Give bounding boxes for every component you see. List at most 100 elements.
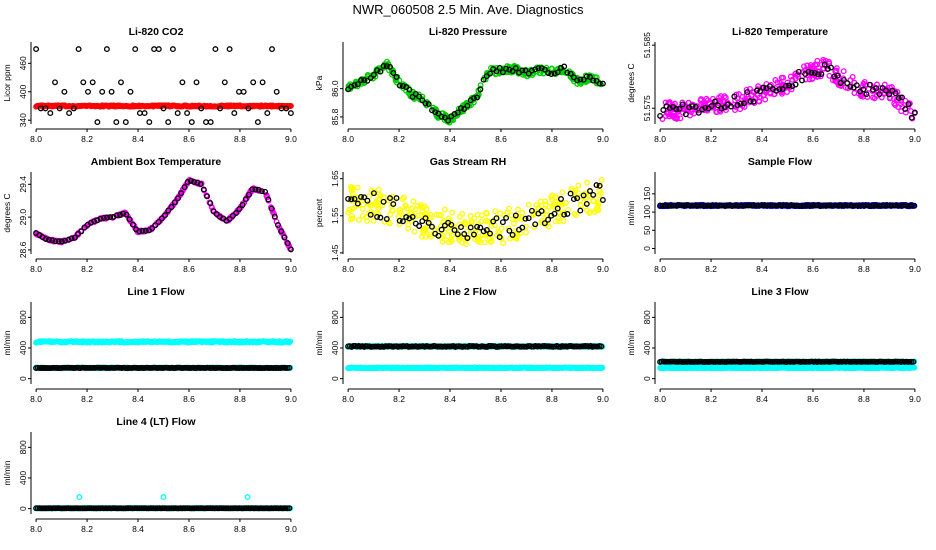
data-point-black (90, 80, 95, 85)
y-tick-label: 800 (330, 310, 340, 324)
y-axis-label: ml/min (314, 330, 324, 355)
data-point (520, 210, 525, 215)
y-tick-label: 0 (642, 246, 652, 251)
data-point-black (100, 90, 105, 95)
data-points (34, 339, 293, 371)
data-point-black (501, 220, 506, 225)
y-tick-label: 85.8 (330, 108, 340, 125)
y-tick-label: 50 (642, 225, 652, 235)
data-point-black (105, 47, 110, 52)
x-tick-label: 8.4 (756, 394, 768, 404)
data-point-black (578, 208, 583, 213)
data-point (527, 202, 532, 207)
data-point-black (227, 47, 232, 52)
y-tick-label: 29.4 (18, 176, 28, 193)
data-point-black (48, 111, 53, 116)
data-point-black (95, 120, 100, 125)
data-point-black (468, 225, 473, 230)
x-tick-label: 8.6 (807, 394, 819, 404)
y-axis-label: degrees C (2, 193, 12, 232)
y-tick-label: 800 (18, 310, 28, 324)
y-tick-label: 0 (330, 376, 340, 381)
data-point-black (256, 120, 261, 125)
data-point (498, 211, 503, 216)
y-axis-label: ml/min (626, 330, 636, 355)
data-point-black (81, 80, 86, 85)
y-tick-label: 1.65 (330, 170, 340, 187)
y-tick-label: 28.6 (18, 241, 28, 258)
data-point (412, 229, 417, 234)
x-tick-label: 8.0 (342, 394, 354, 404)
data-point-black (185, 111, 190, 116)
y-tick-label: 150 (642, 187, 652, 201)
y-tick-label: 0 (642, 376, 652, 381)
data-point-black (133, 47, 138, 52)
y-tick-label: 800 (642, 310, 652, 324)
data-point (443, 207, 448, 212)
x-tick-label: 8.0 (654, 394, 666, 404)
data-points (658, 58, 917, 122)
data-point-black (171, 47, 176, 52)
data-point-black (62, 90, 67, 95)
data-point-black (223, 80, 228, 85)
data-point (450, 210, 455, 215)
data-point-black (232, 111, 237, 116)
data-point-black (76, 47, 81, 52)
x-tick-label: 8.4 (444, 394, 456, 404)
data-point (841, 69, 846, 74)
data-point-black (53, 80, 58, 85)
data-point-black (204, 120, 209, 125)
data-point-black (166, 120, 171, 125)
y-tick-label: 51.585 (642, 32, 652, 58)
data-point-black (86, 90, 91, 95)
y-axis-label: degrees C (626, 63, 636, 102)
x-tick-label: 8.2 (393, 394, 405, 404)
y-tick-label: 400 (330, 341, 340, 355)
y-tick-label: 29.0 (18, 209, 28, 226)
data-points (346, 59, 605, 125)
x-tick-label: 8.8 (546, 394, 558, 404)
data-point-black (260, 80, 265, 85)
data-point-black (128, 90, 133, 95)
data-point-black (175, 111, 180, 116)
data-point-black (533, 222, 538, 227)
y-tick-label: 460 (18, 56, 28, 70)
y-tick-label: 400 (642, 341, 652, 355)
data-point (360, 207, 365, 212)
data-point-black (142, 111, 147, 116)
x-tick-label: 8.8 (858, 394, 870, 404)
data-point (585, 180, 590, 185)
data-point (355, 185, 360, 190)
x-tick-label: 8.6 (495, 394, 507, 404)
y-axis-label: kPa (314, 75, 324, 90)
data-point-black (274, 90, 279, 95)
data-point-black (119, 80, 124, 85)
data-point (576, 183, 581, 188)
y-axis-label: Licor ppm (2, 64, 12, 101)
data-point-black (34, 47, 39, 52)
data-points (658, 203, 917, 209)
data-point-black (124, 120, 129, 125)
data-point (411, 199, 416, 204)
data-point-black (289, 111, 294, 116)
x-tick-label: 8.2 (705, 394, 717, 404)
data-point (560, 190, 565, 195)
